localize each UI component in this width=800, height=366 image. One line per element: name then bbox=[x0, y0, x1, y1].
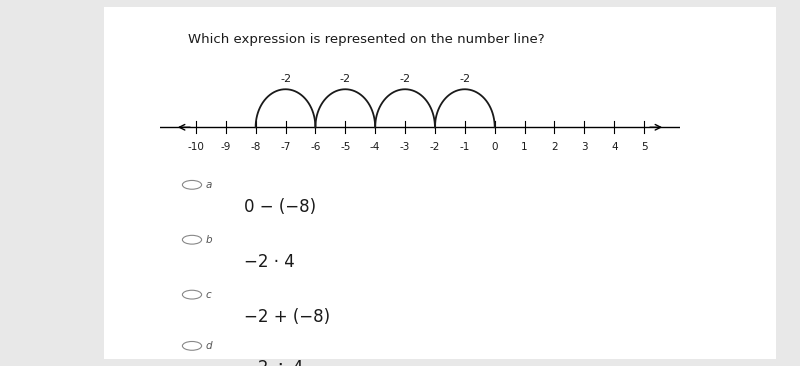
Text: -2: -2 bbox=[340, 74, 351, 84]
Text: -2: -2 bbox=[430, 142, 440, 153]
Text: -9: -9 bbox=[221, 142, 231, 153]
Text: -2: -2 bbox=[399, 74, 410, 84]
Text: d: d bbox=[206, 341, 212, 351]
Text: 1: 1 bbox=[522, 142, 528, 153]
Text: -4: -4 bbox=[370, 142, 380, 153]
Text: -10: -10 bbox=[187, 142, 204, 153]
Text: a: a bbox=[206, 180, 212, 190]
Text: -5: -5 bbox=[340, 142, 350, 153]
Text: 5: 5 bbox=[641, 142, 647, 153]
Text: -1: -1 bbox=[460, 142, 470, 153]
Text: −2 + (−8): −2 + (−8) bbox=[244, 307, 330, 326]
Text: -7: -7 bbox=[280, 142, 290, 153]
Text: −2 ÷ 4: −2 ÷ 4 bbox=[244, 359, 303, 366]
FancyBboxPatch shape bbox=[104, 7, 776, 359]
Text: 2: 2 bbox=[551, 142, 558, 153]
Text: 3: 3 bbox=[581, 142, 588, 153]
Text: 4: 4 bbox=[611, 142, 618, 153]
Text: 0 − (−8): 0 − (−8) bbox=[244, 198, 316, 216]
Text: −2 · 4: −2 · 4 bbox=[244, 253, 294, 271]
Text: -2: -2 bbox=[280, 74, 291, 84]
Text: -3: -3 bbox=[400, 142, 410, 153]
Text: -2: -2 bbox=[459, 74, 470, 84]
Text: Which expression is represented on the number line?: Which expression is represented on the n… bbox=[188, 33, 545, 46]
Text: 0: 0 bbox=[491, 142, 498, 153]
Text: -8: -8 bbox=[250, 142, 261, 153]
Text: c: c bbox=[206, 290, 211, 300]
Text: b: b bbox=[206, 235, 212, 245]
Text: -6: -6 bbox=[310, 142, 321, 153]
